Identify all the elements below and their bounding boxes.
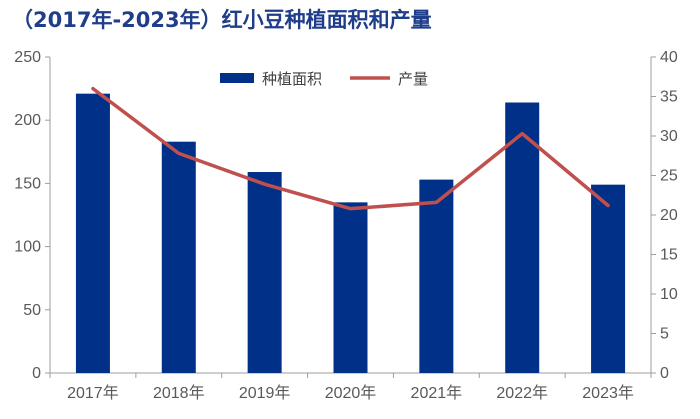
bar [333, 202, 368, 373]
left-tick-label: 250 [14, 49, 41, 66]
bar [591, 184, 626, 373]
right-tick-label: 35 [660, 89, 678, 106]
legend-label-bar: 种植面积 [262, 70, 322, 88]
left-tick-label: 200 [14, 112, 41, 129]
chart-title: （2017年-2023年）红小豆种植面积和产量 [12, 8, 432, 32]
x-tick-label: 2021年 [411, 384, 463, 402]
right-tick-label: 20 [660, 207, 678, 224]
bar [247, 172, 282, 373]
right-tick-label: 40 [660, 49, 678, 66]
bar [419, 179, 454, 373]
tick-labels: 0 50 100 150 200 250 0 5 10 15 20 25 30 35 40 2017年 2018… [14, 49, 678, 402]
right-tick-label: 5 [660, 326, 669, 343]
left-tick-label: 50 [23, 302, 41, 319]
right-tick-label: 0 [660, 365, 669, 382]
right-tick-label: 10 [660, 286, 678, 303]
right-tick-label: 15 [660, 247, 678, 264]
legend-swatch-bar [220, 73, 254, 83]
right-tick-label: 25 [660, 168, 678, 185]
legend-label-line: 产量 [398, 70, 428, 88]
legend: 种植面积 产量 [220, 70, 428, 88]
line-series [91, 86, 610, 211]
x-tick-label: 2019年 [239, 384, 291, 402]
x-tick-label: 2020年 [325, 384, 377, 402]
left-tick-label: 150 [14, 175, 41, 192]
left-tick-label: 100 [14, 239, 41, 256]
bar-series [75, 93, 626, 373]
x-tick-label: 2022年 [496, 384, 548, 402]
x-tick-label: 2018年 [153, 384, 205, 402]
left-tick-label: 0 [32, 365, 41, 382]
bar [161, 141, 196, 373]
x-tick-label: 2023年 [582, 384, 634, 402]
bar [75, 93, 110, 373]
bar [505, 102, 540, 373]
x-tick-label: 2017年 [67, 384, 119, 402]
right-tick-label: 30 [660, 128, 678, 145]
